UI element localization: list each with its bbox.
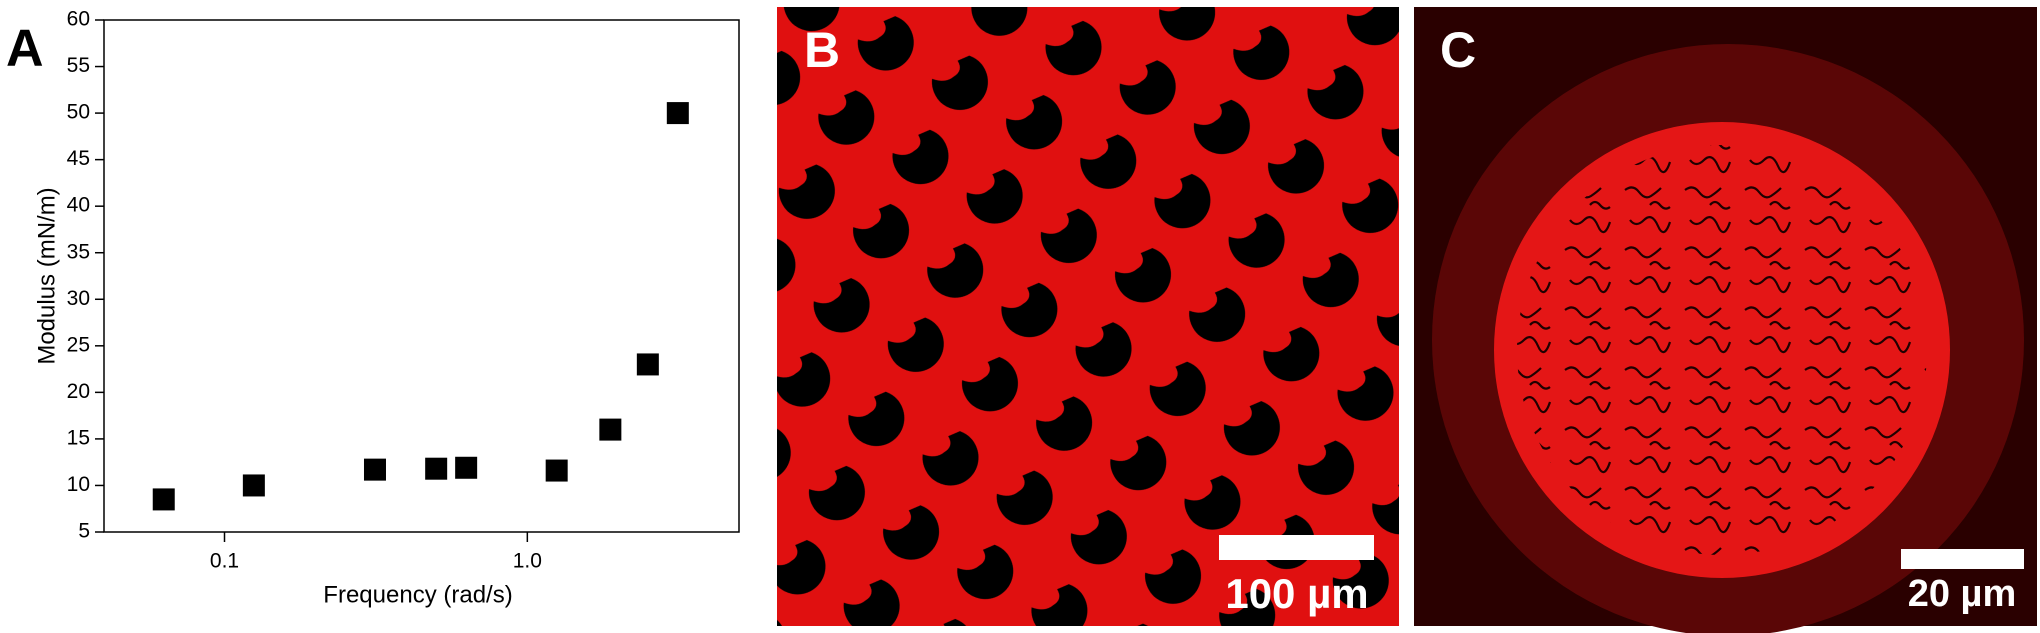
marker: [152, 488, 175, 511]
x-axis-title: Frequency (rad/s): [323, 581, 512, 608]
marker: [666, 102, 689, 125]
y-tick-label: 20: [67, 380, 90, 403]
marker: [455, 456, 478, 479]
marker: [545, 459, 568, 482]
panel-b: 100 µm B: [777, 7, 1399, 626]
scale-bar: [1219, 535, 1374, 560]
y-tick-label: 15: [67, 426, 90, 449]
scale-bar: [1901, 549, 2024, 569]
y-tick-label: 50: [67, 101, 90, 124]
x-tick-label: 1.0: [513, 550, 542, 573]
image-b-texture: [777, 7, 1399, 626]
y-tick-label: 25: [67, 333, 90, 356]
marker: [599, 418, 622, 441]
x-tick-label: 0.1: [210, 550, 239, 573]
y-tick-label: 45: [67, 147, 90, 170]
panel-c: 20 µm C: [1414, 7, 2037, 633]
panel-label: C: [1440, 22, 1476, 78]
y-tick-label: 10: [67, 473, 90, 496]
y-axis-title: Modulus (mN/m): [33, 187, 60, 364]
y-tick-label: 30: [67, 287, 90, 310]
panel-label: A: [6, 20, 44, 78]
y-tick-label: 40: [67, 194, 90, 217]
panel-label: B: [804, 22, 840, 78]
y-tick-label: 5: [78, 520, 90, 543]
marker: [363, 458, 386, 481]
plot-frame: [103, 19, 740, 533]
marker: [242, 474, 265, 497]
network: [1517, 145, 1927, 555]
marker: [636, 353, 659, 376]
scale-bar-label: 100 µm: [1225, 570, 1368, 617]
marker: [425, 457, 448, 480]
y-tick-label: 60: [67, 8, 90, 31]
y-tick-label: 55: [67, 54, 90, 77]
scale-bar-label: 20 µm: [1908, 573, 2017, 615]
y-tick-label: 35: [67, 240, 90, 263]
